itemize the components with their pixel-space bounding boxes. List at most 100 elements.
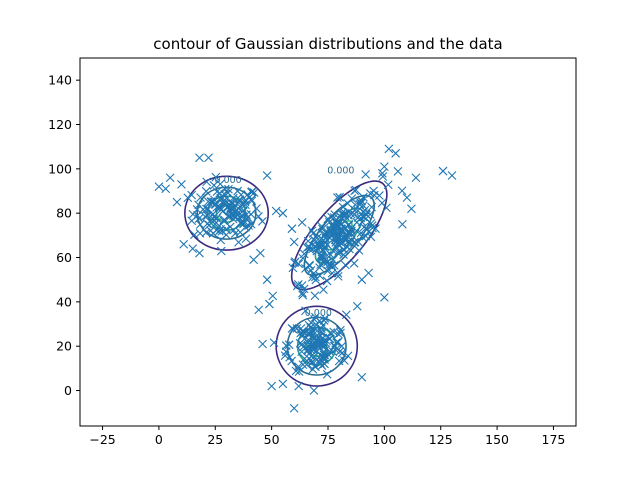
data-point xyxy=(354,245,364,255)
data-point-stroke-b xyxy=(236,190,246,200)
data-point xyxy=(357,275,367,285)
data-point-stroke-b xyxy=(206,226,216,236)
data-point-stroke-b xyxy=(320,313,330,323)
data-point xyxy=(339,245,349,255)
data-point xyxy=(243,212,253,222)
data-point xyxy=(353,206,363,215)
data-point xyxy=(234,237,243,247)
data-point-stroke-b xyxy=(198,205,208,214)
data-point-stroke-b xyxy=(352,301,362,311)
data-point xyxy=(364,268,373,278)
data-point xyxy=(254,212,263,221)
contour-line xyxy=(275,305,359,387)
data-point xyxy=(303,236,313,246)
data-point xyxy=(330,235,340,245)
data-point-stroke-b xyxy=(303,236,313,246)
data-point-stroke-b xyxy=(339,210,349,220)
data-point-stroke-b xyxy=(319,231,329,240)
data-point xyxy=(379,293,389,302)
data-point-stroke-b xyxy=(336,209,346,219)
data-point-stroke-b xyxy=(268,291,278,301)
data-point xyxy=(328,255,338,265)
data-point-stroke-b xyxy=(345,228,355,238)
data-point-stroke-b xyxy=(172,197,182,207)
data-point xyxy=(211,200,220,210)
y-tick-label: 20 xyxy=(56,339,72,354)
data-point xyxy=(315,343,325,353)
data-point xyxy=(190,230,199,240)
data-point xyxy=(369,186,378,196)
data-point-stroke-b xyxy=(379,293,389,302)
data-point xyxy=(343,351,353,361)
data-point-stroke-b xyxy=(203,211,212,221)
data-point xyxy=(447,171,457,180)
data-point-stroke-b xyxy=(316,359,325,368)
data-point-stroke-b xyxy=(333,221,343,230)
data-point-stroke-b xyxy=(340,216,349,226)
data-point-stroke-b xyxy=(329,341,339,351)
data-point-stroke-b xyxy=(334,246,343,256)
data-point xyxy=(356,213,366,223)
data-point-stroke-b xyxy=(340,260,350,270)
data-point-stroke-b xyxy=(209,197,218,207)
data-point-stroke-b xyxy=(313,336,322,345)
data-point xyxy=(204,153,213,163)
data-point xyxy=(220,195,230,205)
data-point-stroke-b xyxy=(360,205,370,215)
data-point-stroke-b xyxy=(379,162,389,172)
data-point-stroke-b xyxy=(295,338,305,348)
data-point xyxy=(358,233,368,243)
data-point-stroke-b xyxy=(357,275,367,285)
data-point xyxy=(255,248,265,258)
data-point-stroke-b xyxy=(294,381,304,391)
data-point xyxy=(220,200,230,209)
data-point xyxy=(398,219,407,229)
data-point xyxy=(378,172,388,181)
data-point xyxy=(397,186,407,196)
data-point xyxy=(310,315,319,324)
contour-line xyxy=(184,175,270,251)
data-point-stroke-b xyxy=(309,234,319,244)
data-point-stroke-b xyxy=(190,230,199,240)
data-point xyxy=(212,202,222,212)
data-point-stroke-b xyxy=(321,345,331,355)
data-point-stroke-b xyxy=(323,257,332,267)
data-point xyxy=(319,231,329,240)
data-point-stroke-b xyxy=(262,275,272,285)
data-point xyxy=(203,211,212,221)
data-point-stroke-b xyxy=(333,248,343,258)
data-point xyxy=(254,305,264,315)
data-point xyxy=(402,193,412,203)
data-point-stroke-b xyxy=(330,235,340,245)
data-point-stroke-b xyxy=(367,221,377,230)
data-point-stroke-b xyxy=(239,219,248,229)
data-point-stroke-b xyxy=(306,351,316,361)
data-point-stroke-b xyxy=(320,359,329,369)
data-point-stroke-b xyxy=(382,203,391,213)
data-point-stroke-b xyxy=(202,177,212,187)
data-point-stroke-b xyxy=(359,222,369,232)
data-point xyxy=(247,187,257,197)
data-point xyxy=(306,266,316,275)
data-point xyxy=(320,244,330,254)
data-point xyxy=(177,179,186,189)
data-point-stroke-b xyxy=(215,188,225,198)
data-point xyxy=(316,260,325,270)
data-point xyxy=(350,186,360,196)
data-point-stroke-b xyxy=(320,244,330,254)
data-point-stroke-b xyxy=(322,240,332,250)
data-point-stroke-b xyxy=(316,252,326,261)
data-point-stroke-b xyxy=(297,218,307,227)
data-point-stroke-b xyxy=(284,340,294,350)
data-point-stroke-b xyxy=(196,193,205,202)
data-point xyxy=(327,230,337,240)
data-point xyxy=(294,367,304,376)
x-tick-label: 100 xyxy=(372,432,396,447)
data-point xyxy=(268,291,278,301)
data-point-stroke-b xyxy=(234,237,243,247)
data-point xyxy=(217,226,227,236)
data-point-stroke-b xyxy=(294,362,303,372)
data-point xyxy=(297,218,307,227)
data-point xyxy=(357,372,367,382)
